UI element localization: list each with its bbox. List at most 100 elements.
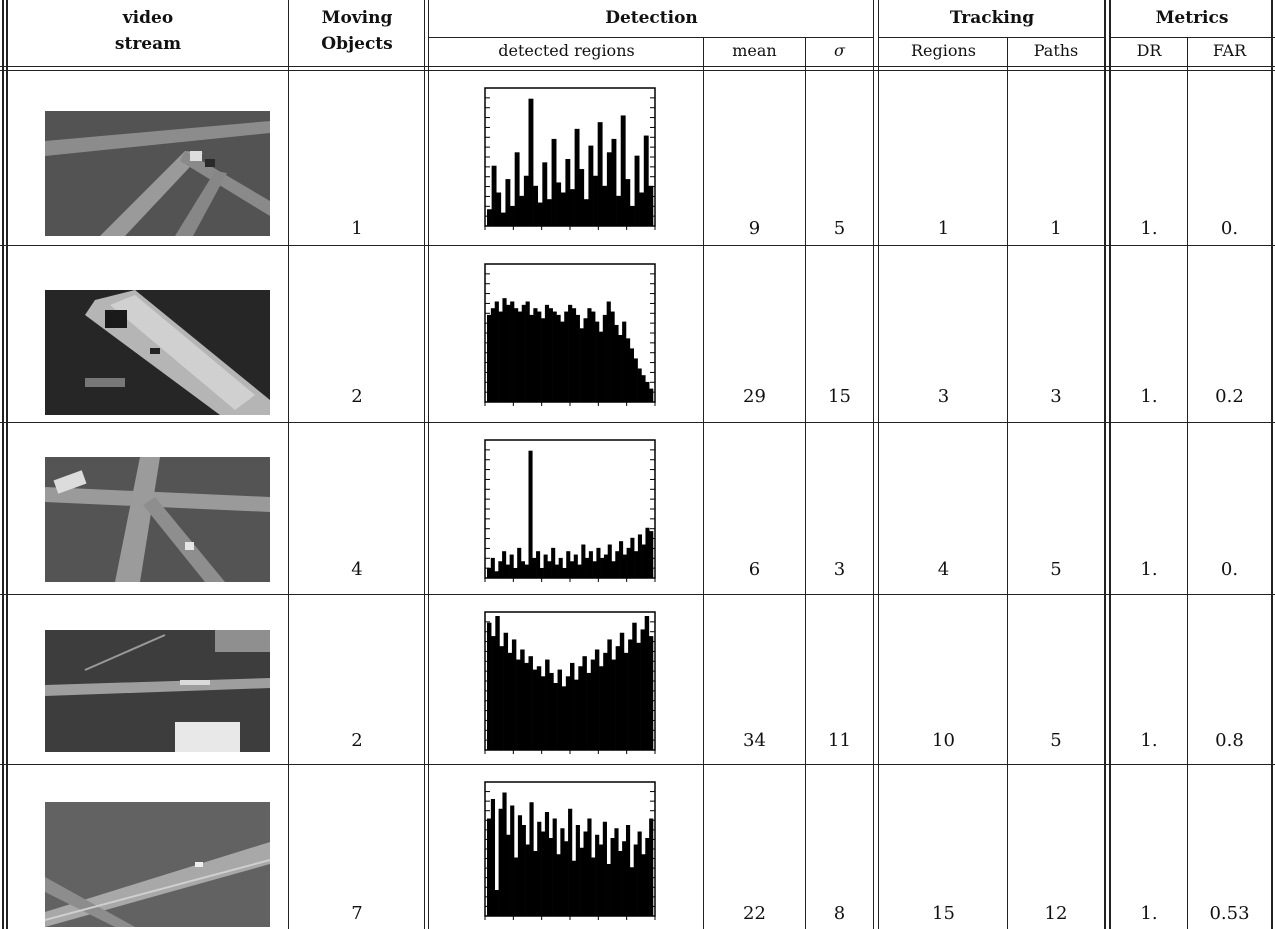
cell-sigma: 8 (833, 903, 846, 924)
histogram-bar (578, 666, 583, 750)
histogram-bar (636, 642, 641, 750)
histogram-bar (596, 547, 601, 578)
cell-paths: 12 (1044, 903, 1068, 924)
cell-moving-objects: 4 (351, 559, 363, 580)
histogram-bar (566, 551, 571, 578)
histogram-bar (487, 567, 492, 578)
cell-mean: 6 (748, 559, 761, 580)
histogram-bar (629, 348, 634, 402)
histogram-bar (626, 547, 631, 578)
histogram-bar (490, 799, 496, 916)
histogram-bar (622, 554, 627, 578)
histogram-bar (630, 537, 635, 578)
histogram-bar (591, 311, 596, 402)
histogram-detected-regions (484, 781, 656, 920)
histogram-bar (548, 308, 553, 402)
histogram-bar (602, 185, 608, 226)
histogram-bar (570, 189, 575, 226)
histogram-bar (634, 551, 639, 578)
header-objects: Objects (321, 34, 393, 54)
video-thumbnail (45, 111, 270, 236)
histogram-bar (521, 825, 526, 916)
histogram-bar (640, 629, 645, 750)
histogram-bar (622, 841, 627, 916)
rule (0, 66, 1275, 67)
histogram-detected-regions (484, 611, 656, 754)
header-detection: Detection (605, 8, 698, 28)
histogram-bar (560, 192, 566, 226)
histogram-bar (520, 561, 526, 578)
histogram-bar (611, 659, 616, 750)
histogram-bar (637, 831, 642, 916)
histogram-bar (502, 298, 507, 402)
histogram-bar (597, 122, 603, 226)
cell-dr: 1. (1140, 559, 1158, 580)
histogram-bar (622, 321, 627, 402)
histogram-bar (629, 205, 635, 226)
histogram-bar (551, 547, 556, 578)
rule (878, 0, 879, 929)
histogram-bar (517, 547, 522, 578)
rule (424, 0, 425, 929)
histogram-bar (637, 368, 642, 402)
histogram-bar (610, 311, 615, 402)
header-mean: mean (732, 41, 777, 60)
histogram-bar (591, 857, 596, 916)
histogram-bar (506, 834, 511, 916)
histogram-bar (509, 554, 514, 578)
histogram-bar (588, 551, 593, 578)
histogram-bar (606, 864, 611, 916)
histogram-bar (571, 860, 577, 916)
histogram-bar (494, 301, 499, 402)
video-thumbnail (45, 290, 270, 415)
cell-paths: 5 (1050, 730, 1062, 751)
histogram-bar (641, 375, 646, 402)
histogram-bar (505, 564, 510, 578)
histogram-bar (595, 321, 600, 402)
histogram-bar (496, 192, 502, 226)
histogram-bar (544, 304, 550, 402)
histogram-detected-regions (484, 87, 656, 230)
histogram-bar (533, 185, 539, 226)
histogram-bar (560, 321, 565, 402)
cell-regions: 15 (932, 903, 955, 924)
cell-moving-objects: 1 (351, 218, 363, 239)
histogram-bar (505, 179, 511, 226)
rule (873, 0, 874, 929)
histogram-bar (544, 812, 550, 916)
cell-regions: 4 (937, 559, 950, 580)
rule (0, 422, 1275, 423)
cell-far: 0. (1220, 218, 1239, 239)
rule (0, 70, 1275, 71)
histogram-bar (510, 805, 515, 916)
histogram-bar (491, 636, 496, 750)
histogram-bar (643, 135, 649, 226)
histogram-bar (645, 527, 650, 578)
histogram-bar (579, 328, 584, 402)
histogram-bar (625, 338, 631, 402)
histogram-bar (517, 815, 523, 916)
histogram-bar (528, 98, 534, 226)
cell-mean: 22 (743, 903, 766, 924)
histogram-bar (648, 636, 654, 750)
histogram-bar (632, 622, 637, 750)
histogram-bar (641, 544, 646, 578)
histogram-bar (506, 304, 511, 402)
histogram-bar (525, 301, 530, 402)
cell-mean: 34 (743, 730, 766, 751)
histogram-bar (491, 165, 497, 226)
histogram-bar (583, 318, 588, 402)
histogram-bar (557, 669, 562, 750)
histogram-bar (639, 192, 645, 226)
header-video: video (122, 8, 174, 28)
histogram-bar (510, 301, 515, 402)
histogram-bar (517, 311, 523, 402)
histogram-bar (495, 616, 500, 750)
video-thumbnail (45, 630, 270, 752)
histogram-bar (623, 652, 629, 750)
histogram-bar (498, 808, 503, 916)
histogram-bar (524, 564, 529, 578)
histogram-bar (620, 115, 626, 226)
histogram-bar (490, 308, 496, 402)
rule (1109, 0, 1111, 929)
